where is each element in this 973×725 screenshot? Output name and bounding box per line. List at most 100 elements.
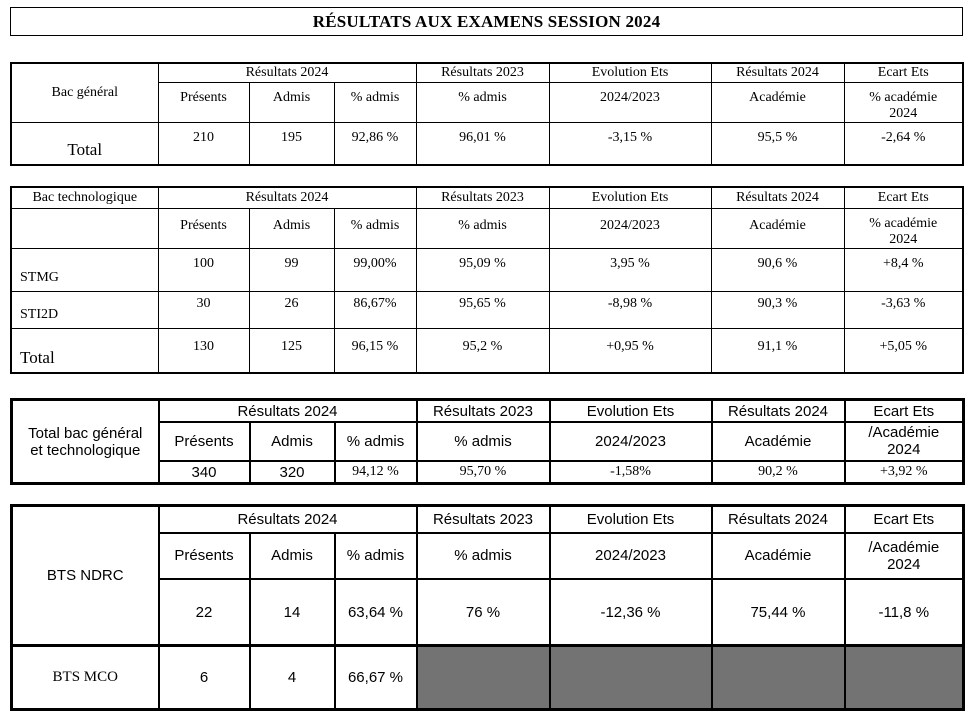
row-label: STI2D	[10, 290, 159, 329]
column-header: Présents	[157, 207, 250, 249]
value-cell: -2,64 %	[843, 121, 964, 166]
column-group-header: Résultats 2024	[710, 62, 845, 83]
gray-cell	[548, 644, 713, 711]
table-row: BTS NDRC Résultats 2024 Résultats 2023 E…	[10, 504, 965, 647]
column-header: % admis	[415, 420, 551, 462]
value-cell: 95,65 %	[415, 290, 550, 329]
column-header: % admis	[415, 207, 550, 249]
column-header: Admis	[248, 531, 336, 580]
value-cell: 95,09 %	[415, 247, 550, 292]
column-header: Académie	[710, 81, 845, 123]
value-cell: 63,64 %	[333, 577, 418, 647]
value-cell: 91,1 %	[710, 327, 845, 374]
gray-cell	[710, 644, 846, 711]
row-label: Total bac général et technologique	[10, 398, 160, 485]
column-header: Académie	[710, 531, 846, 580]
column-header: 2024/2023	[548, 420, 713, 462]
bac-technologique-table: Bac technologique Résultats 2024 Résulta…	[10, 186, 964, 375]
column-group-header: Ecart Ets	[843, 504, 965, 534]
table-row: STMG 100 99 99,00% 95,09 % 3,95 % 90,6 %…	[10, 247, 964, 292]
bts-table: BTS NDRC Résultats 2024 Résultats 2023 E…	[10, 504, 965, 712]
table-row: STI2D 30 26 86,67% 95,65 % -8,98 % 90,3 …	[10, 290, 964, 329]
table-row: Présents Admis % admis % admis 2024/2023…	[12, 420, 965, 462]
value-cell: 95,70 %	[415, 459, 551, 485]
column-group-header: Résultats 2023	[415, 398, 551, 423]
table-row: Bac technologique Résultats 2024 Résulta…	[10, 186, 964, 209]
value-cell: 94,12 %	[333, 459, 418, 485]
column-header: 2024/2023	[548, 81, 712, 123]
column-header: Présents	[157, 420, 251, 462]
table-row: 340 320 94,12 % 95,70 % -1,58% 90,2 % +3…	[12, 459, 965, 485]
empty-cell	[10, 207, 159, 249]
value-cell: 90,3 %	[710, 290, 845, 329]
table-row: Total 130 125 96,15 % 95,2 % +0,95 % 91,…	[10, 327, 964, 374]
column-group-header: Ecart Ets	[843, 398, 965, 423]
table-row: Bac général Résultats 2024 Résultats 202…	[10, 62, 964, 123]
value-cell: 195	[248, 121, 335, 166]
column-header: % admis	[415, 531, 551, 580]
table-row: Présents Admis % admis % admis 2024/2023…	[11, 81, 964, 123]
bac-general-table: Bac général Résultats 2024 Résultats 202…	[10, 62, 964, 167]
table-row: Total 210 195 92,86 % 96,01 % -3,15 % 95…	[10, 121, 964, 166]
value-cell: +3,92 %	[843, 459, 965, 485]
value-cell: 90,2 %	[710, 459, 846, 485]
column-group-header: Résultats 2023	[415, 186, 550, 209]
value-cell: 22	[157, 577, 251, 647]
value-cell: 14	[248, 577, 336, 647]
column-header: % académie 2024	[843, 81, 964, 123]
value-cell: 86,67%	[333, 290, 417, 329]
column-group-header: Ecart Ets	[843, 62, 964, 83]
column-header: Présents	[157, 81, 250, 123]
value-cell: 340	[157, 459, 251, 485]
value-cell: 75,44 %	[710, 577, 846, 647]
total-bac-table: Total bac général et technologique Résul…	[10, 398, 965, 486]
table-row: BTS MCO 6 4 66,67 %	[10, 644, 965, 711]
value-cell: +0,95 %	[548, 327, 712, 374]
table-row: Présents Admis % admis % admis 2024/2023…	[10, 207, 964, 249]
value-cell: -8,98 %	[548, 290, 712, 329]
row-label: Bac général	[10, 62, 159, 123]
value-cell: 6	[157, 644, 251, 711]
value-cell: 100	[157, 247, 250, 292]
value-cell: 4	[248, 644, 336, 711]
value-cell: -11,8 %	[843, 577, 965, 647]
column-group-header: Résultats 2024	[157, 62, 417, 83]
table-row: 22 14 63,64 % 76 % -12,36 % 75,44 % -11,…	[12, 577, 965, 647]
value-cell: 96,01 %	[415, 121, 550, 166]
column-group-header: Evolution Ets	[548, 186, 712, 209]
value-cell: -3,63 %	[843, 290, 964, 329]
value-cell: 95,5 %	[710, 121, 845, 166]
value-cell: -12,36 %	[548, 577, 713, 647]
column-header: Admis	[248, 207, 335, 249]
value-cell: -3,15 %	[548, 121, 712, 166]
gray-cell	[415, 644, 551, 711]
column-header: % admis	[333, 207, 417, 249]
column-group-header: Résultats 2024	[710, 504, 846, 534]
value-cell: +5,05 %	[843, 327, 964, 374]
value-cell: 66,67 %	[333, 644, 418, 711]
column-header: 2024/2023	[548, 531, 713, 580]
value-cell: 130	[157, 327, 250, 374]
row-label: Bac technologique	[10, 186, 159, 209]
column-header: % admis	[333, 531, 418, 580]
column-group-header: Résultats 2024	[710, 398, 846, 423]
column-header: Admis	[248, 81, 335, 123]
column-header: % admis	[333, 81, 417, 123]
column-header: Présents	[157, 531, 251, 580]
column-header: % admis	[333, 420, 418, 462]
value-cell: 26	[248, 290, 335, 329]
column-header: % académie 2024	[843, 207, 964, 249]
row-label: Total	[10, 121, 159, 166]
value-cell: 99,00%	[333, 247, 417, 292]
column-header: 2024/2023	[548, 207, 712, 249]
gray-cell	[843, 644, 965, 711]
page-title: RÉSULTATS AUX EXAMENS SESSION 2024	[312, 11, 661, 31]
value-cell: 99	[248, 247, 335, 292]
title-box: RÉSULTATS AUX EXAMENS SESSION 2024	[10, 7, 963, 36]
column-header: Académie	[710, 207, 845, 249]
value-cell: 76 %	[415, 577, 551, 647]
column-header: /Académie 2024	[843, 531, 965, 580]
column-header: Académie	[710, 420, 846, 462]
column-group-header: Résultats 2023	[415, 62, 550, 83]
value-cell: 96,15 %	[333, 327, 417, 374]
